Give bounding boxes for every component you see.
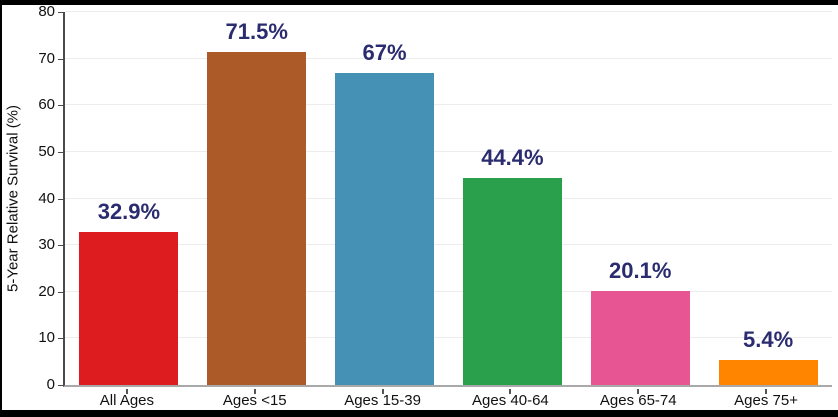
bar-value-label: 71.5% bbox=[225, 18, 288, 44]
x-tick-label: Ages 40-64 bbox=[472, 392, 549, 409]
gridline bbox=[65, 290, 832, 292]
y-tick-label: 60 bbox=[38, 96, 55, 114]
bottom-letterbox-bar bbox=[0, 410, 838, 417]
gridline bbox=[65, 150, 832, 152]
y-tick-label: 80 bbox=[38, 3, 55, 20]
y-tick-mark bbox=[58, 12, 63, 13]
gridline bbox=[65, 337, 832, 339]
y-tick-mark bbox=[58, 338, 63, 340]
x-tick-label: Ages 65-74 bbox=[599, 392, 677, 409]
bar-value-label: 32.9% bbox=[97, 198, 161, 224]
x-tick-mark bbox=[381, 389, 384, 394]
y-tick-mark bbox=[58, 58, 63, 60]
plot-area: 32.9% 71.5% 67% 44.4% 20.1% 5.4% bbox=[63, 11, 832, 387]
gridline bbox=[65, 104, 832, 106]
x-tick-mark bbox=[125, 389, 128, 394]
y-tick-mark bbox=[58, 291, 63, 293]
gridline bbox=[65, 197, 832, 199]
bar-ages-15-39 bbox=[335, 72, 435, 385]
top-letterbox-bar bbox=[0, 0, 838, 5]
bar-ages-15 bbox=[207, 51, 307, 385]
x-tick-label: Ages 15-39 bbox=[344, 392, 421, 409]
y-tick-mark bbox=[58, 105, 63, 107]
x-tick-label: Ages <15 bbox=[222, 392, 287, 409]
bar-ages-65-74 bbox=[590, 291, 690, 385]
x-tick-label: Ages 75+ bbox=[734, 392, 798, 409]
bar-value-label: 44.4% bbox=[481, 145, 544, 170]
gridline bbox=[65, 11, 832, 12]
x-tick-mark bbox=[637, 389, 640, 394]
gridline bbox=[65, 244, 832, 246]
y-tick-label: 40 bbox=[38, 189, 55, 207]
left-letterbox-bar bbox=[0, 0, 2, 417]
bar-all-ages bbox=[79, 231, 179, 385]
x-tick-label: All Ages bbox=[99, 392, 155, 409]
bar-ages-75- bbox=[718, 359, 818, 385]
bar-value-label: 20.1% bbox=[609, 258, 672, 284]
y-tick-mark bbox=[58, 151, 63, 153]
y-tick-label: 10 bbox=[38, 329, 55, 347]
y-tick-label: 0 bbox=[46, 376, 55, 393]
x-tick-mark bbox=[765, 389, 768, 394]
gridline bbox=[65, 57, 832, 59]
y-tick-mark bbox=[58, 198, 63, 200]
y-tick-label: 20 bbox=[38, 282, 55, 300]
bar-value-label: 5.4% bbox=[743, 326, 794, 352]
y-tick-label: 30 bbox=[38, 236, 55, 254]
bar-value-label: 67% bbox=[362, 39, 407, 65]
x-tick-mark bbox=[253, 389, 256, 394]
y-tick-label: 70 bbox=[38, 49, 55, 67]
x-tick-mark bbox=[509, 389, 512, 394]
y-tick-label: 50 bbox=[38, 142, 55, 160]
y-tick-mark bbox=[58, 385, 63, 386]
y-tick-mark bbox=[58, 245, 63, 247]
bar-ages-40-64 bbox=[462, 178, 562, 385]
